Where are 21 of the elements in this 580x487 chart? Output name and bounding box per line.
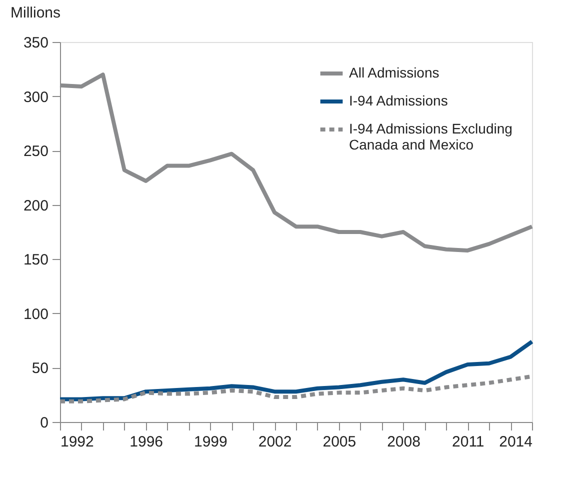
x-tick-label: 2005 [322, 434, 356, 450]
line-series [58, 340, 534, 402]
x-tick-label: 1996 [130, 434, 164, 450]
x-tick-label: 2002 [258, 434, 292, 450]
y-tick-label: 100 [23, 306, 48, 323]
y-tick-label: 250 [23, 143, 48, 160]
y-tick-label: 300 [23, 88, 48, 106]
legend-label: All Admissions [349, 64, 440, 80]
y-tick-label: 150 [23, 252, 48, 269]
legend-label: I-94 Admissions [349, 92, 448, 108]
y-tick-label: 50 [32, 360, 48, 378]
legend-label: I-94 Admissions Excluding Canada and Mexico [349, 120, 512, 152]
y-tick-label: 200 [23, 197, 48, 214]
x-tick-label: 2011 [452, 434, 484, 450]
y-tick-label: 350 [23, 34, 48, 52]
x-tick-label: 1999 [194, 434, 228, 450]
y-axis-title: Millions [10, 4, 61, 22]
x-tick-label: 2008 [387, 434, 420, 450]
x-tick-label: 1992 [60, 434, 94, 450]
x-tick-label: 2014 [499, 434, 532, 450]
y-tick-label: 0 [40, 414, 48, 432]
